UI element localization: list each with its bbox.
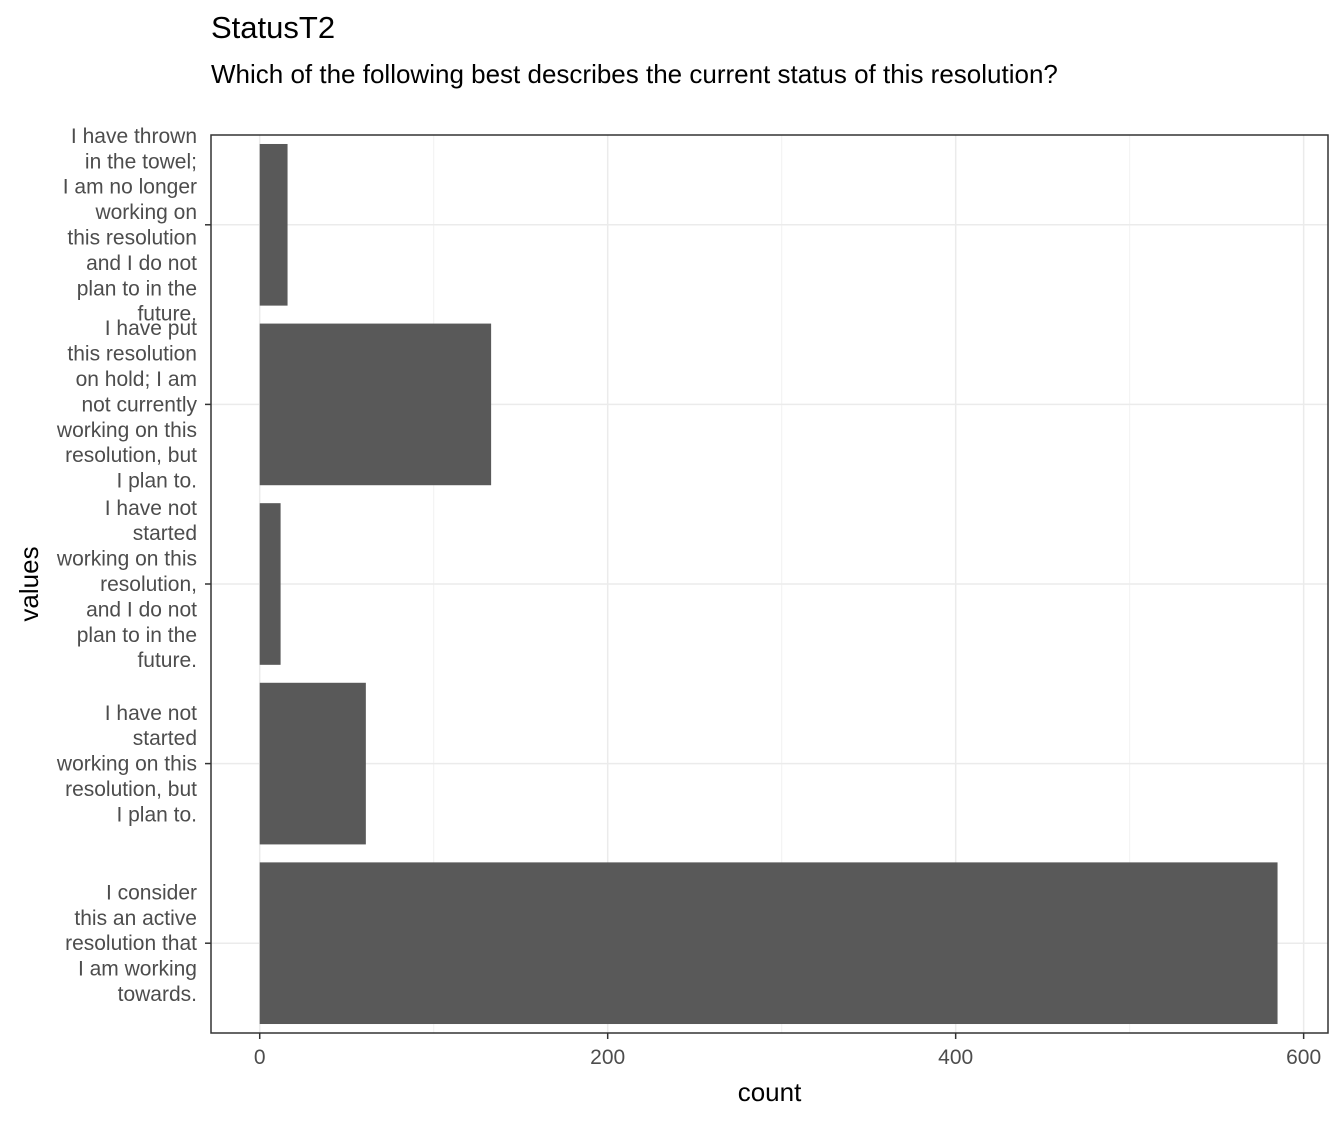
x-axis-title: count: [738, 1077, 802, 1107]
y-tick-label: I have thrown in the towel; I am no longer…: [63, 125, 197, 326]
bar: [259, 323, 492, 486]
bars: [259, 143, 1278, 1025]
bar: [259, 143, 288, 306]
x-tick-label: 400: [938, 1046, 973, 1069]
bar: [259, 862, 1278, 1025]
chart-title: StatusT2: [211, 10, 336, 45]
y-tick-label: I have not started working on this resoluti…: [56, 497, 197, 672]
bar: [259, 503, 281, 665]
y-axis-title: values: [14, 546, 44, 621]
x-tick-label: 200: [590, 1046, 625, 1069]
chart-subtitle: Which of the following best describes th…: [211, 59, 1058, 89]
bar: [259, 682, 366, 845]
x-axis-ticks: 0 200 400 600: [254, 1033, 1321, 1069]
y-axis-ticks: I have thrown in the towel; I am no longer…: [56, 125, 211, 1006]
y-tick-label: I have not started working on this resoluti…: [56, 702, 197, 827]
y-tick-label: I have put this resolution on hold; I am no…: [56, 317, 198, 492]
y-tick-label: I consider this an active resolution that I…: [65, 881, 197, 1006]
x-tick-label: 600: [1286, 1046, 1321, 1069]
x-tick-label: 0: [254, 1046, 266, 1069]
